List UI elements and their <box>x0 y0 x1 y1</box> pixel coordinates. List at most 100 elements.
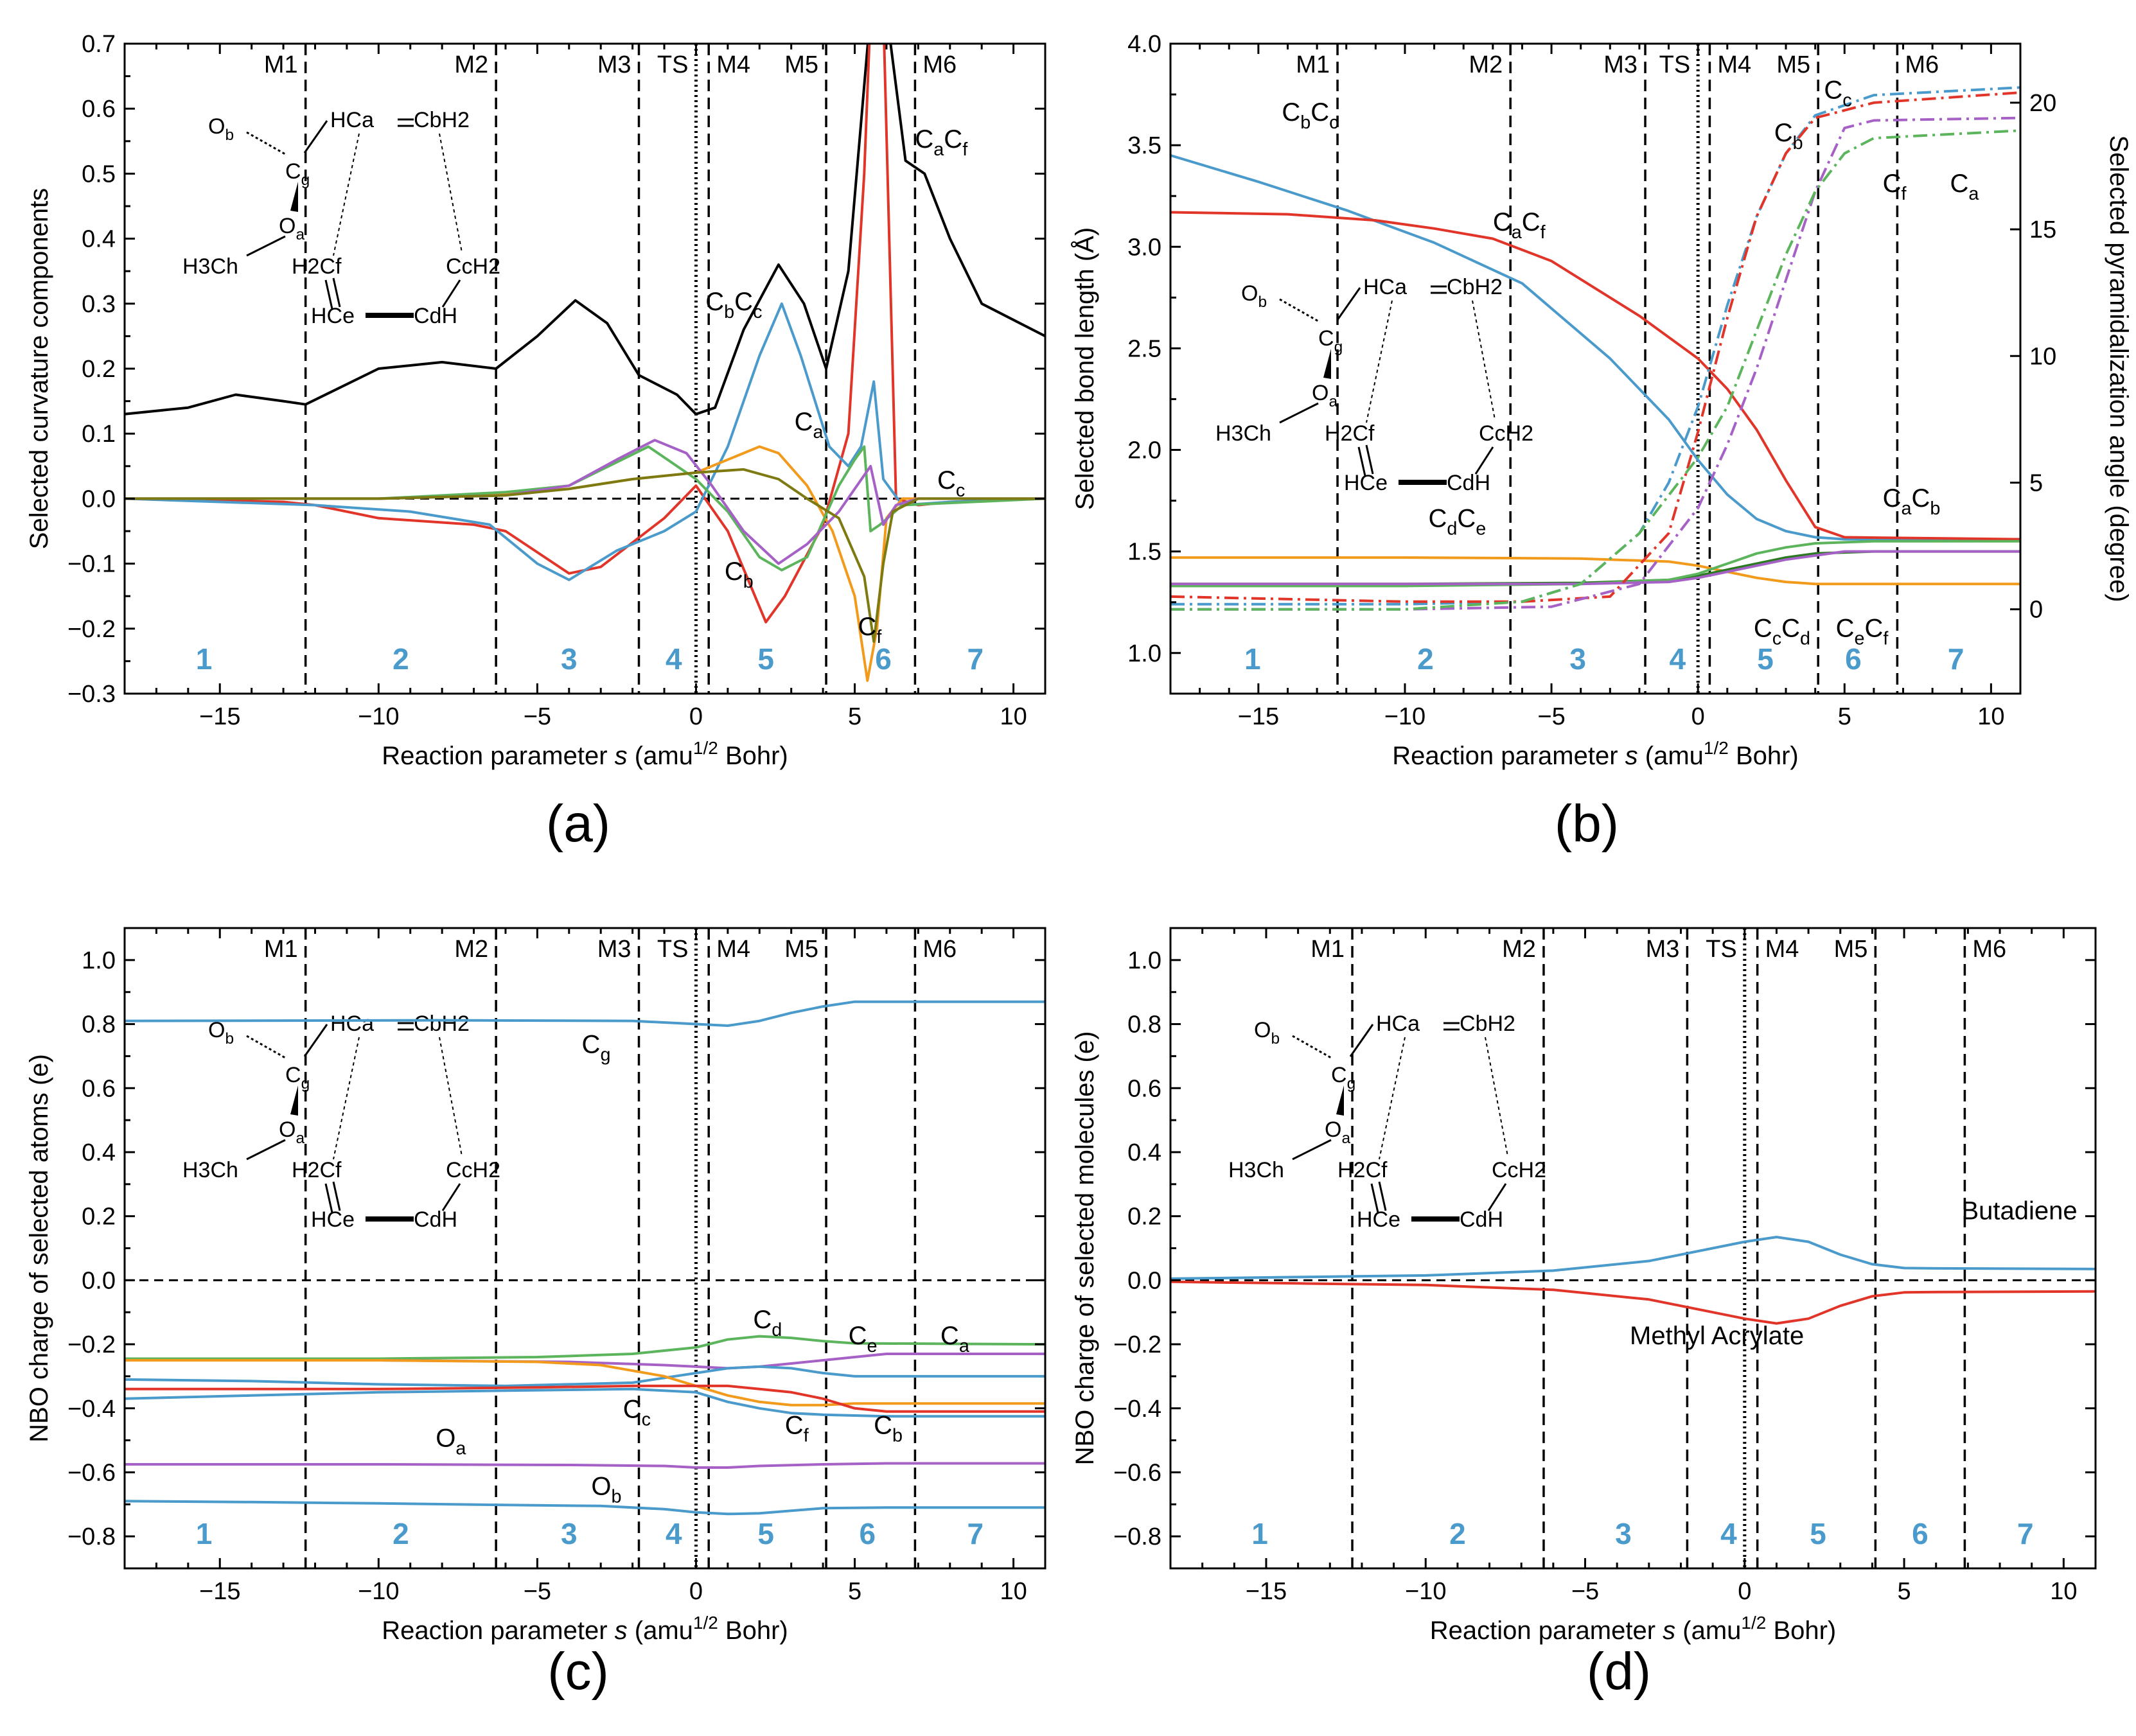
y-tick-label: −0.8 <box>1113 1523 1161 1550</box>
y-tick-label: 1.5 <box>1127 539 1161 566</box>
x-tick-label: 0 <box>689 703 703 730</box>
y-tick-label: 0.4 <box>82 226 116 253</box>
region-label-4: 4 <box>666 642 682 676</box>
y-tick-label: −0.4 <box>1113 1396 1161 1423</box>
region-label-5: 5 <box>1810 1517 1826 1550</box>
plot-frame <box>123 927 1046 1570</box>
region-label-3: 3 <box>1569 642 1586 676</box>
x-axis-label: Reaction parameter s (amu1/2 Bohr) <box>1430 1613 1837 1645</box>
mol-label-cdh: CdH <box>1460 1207 1503 1232</box>
marker-label-m4: M4 <box>1717 51 1751 78</box>
y-tick-label: 0.3 <box>82 291 116 318</box>
x-tick-label: 0 <box>1691 703 1705 730</box>
mol-label-hca: HCa <box>1363 275 1407 299</box>
mol-label-cdh: CdH <box>414 1207 457 1232</box>
series-line-oa <box>125 1462 1045 1469</box>
marker-label-m1: M1 <box>1296 51 1330 78</box>
mol-label-h3ch: H3Ch <box>1228 1158 1284 1182</box>
marker-label-m3: M3 <box>1646 936 1680 963</box>
marker-label-m6: M6 <box>1972 936 2006 963</box>
series-line-ca <box>1170 129 2020 611</box>
x-tick-label: 10 <box>1000 703 1027 730</box>
mol-label-cch2: CcH2 <box>446 254 500 279</box>
y2-tick-label: 5 <box>2029 469 2043 496</box>
marker-label-ts: TS <box>657 936 689 963</box>
mol-label-cch2: CcH2 <box>446 1158 500 1182</box>
annotation-butadiene: Butadiene <box>1961 1197 2077 1225</box>
marker-label-m5: M5 <box>1776 51 1810 78</box>
annotation-cbcc: Cb​Cc​ <box>1282 98 1338 133</box>
panel-label-c: (c) <box>547 1642 609 1701</box>
mol-label-ob: Ob​ <box>1254 1018 1280 1048</box>
plot-frame <box>123 42 1046 695</box>
series-line-butadiene <box>1170 1236 2096 1280</box>
marker-label-m1: M1 <box>264 936 298 963</box>
x-tick-label: −15 <box>199 1578 240 1605</box>
series-line-cacf <box>125 44 1045 624</box>
region-label-5: 5 <box>757 642 774 676</box>
series-line-ca <box>125 1365 1045 1387</box>
series-line-ca <box>125 445 1045 682</box>
mol-label-cch2: CcH2 <box>1479 421 1533 446</box>
mol-label-h3ch: H3Ch <box>1215 421 1271 446</box>
marker-label-m5: M5 <box>784 936 818 963</box>
x-tick-label: −15 <box>199 703 240 730</box>
y-tick-label: 0.7 <box>82 31 116 58</box>
region-label-6: 6 <box>1912 1517 1929 1550</box>
y-tick-label: −0.2 <box>67 1331 116 1358</box>
marker-label-ts: TS <box>1706 936 1737 963</box>
marker-label-m4: M4 <box>1765 936 1799 963</box>
marker-label-m2: M2 <box>454 936 488 963</box>
mol-label-ob: Ob​ <box>1241 281 1267 311</box>
marker-label-m1: M1 <box>1311 936 1345 963</box>
region-label-4: 4 <box>1720 1517 1737 1550</box>
annotation-cf: Cf​ <box>785 1412 809 1446</box>
y-tick-label: 0.2 <box>82 1204 116 1231</box>
annotation-cacb: Ca​Cb​ <box>1883 484 1941 519</box>
x-tick-label: 5 <box>1897 1578 1911 1605</box>
panel-label-b: (b) <box>1555 794 1619 853</box>
x-tick-label: 5 <box>1838 703 1851 730</box>
mol-label-cdh: CdH <box>1447 471 1490 495</box>
x-tick-label: −10 <box>358 1578 399 1605</box>
mol-label-h2cf: H2Cf <box>1325 421 1375 446</box>
region-label-1: 1 <box>196 1517 213 1550</box>
marker-label-m6: M6 <box>1905 51 1939 78</box>
panel-label-d: (d) <box>1587 1642 1651 1701</box>
x-tick-label: −15 <box>1246 1578 1287 1605</box>
series-line-cf <box>125 468 1045 643</box>
series-line-cc <box>125 1387 1045 1418</box>
annotation-ca: Ca​ <box>940 1322 970 1356</box>
y-tick-label: 1.0 <box>82 947 116 974</box>
y-tick-label: 0.2 <box>82 356 116 383</box>
series-line-ob <box>125 1500 1045 1516</box>
y-tick-label: −0.4 <box>67 1396 116 1423</box>
y-tick-label: 0.0 <box>82 1267 116 1294</box>
marker-label-m2: M2 <box>454 51 488 78</box>
marker-label-m5: M5 <box>1834 936 1868 963</box>
x-tick-label: 5 <box>848 1578 861 1605</box>
chart-panel-d: M1 M2 M3 TS M4 M5 M6 Ob​ HCa CbH2 Cg​ Oa​ H3Ch H2Cf Cc… <box>1071 927 2097 1701</box>
y-tick-label: −0.8 <box>67 1523 116 1550</box>
annotation-cb: Cb​ <box>725 557 754 592</box>
marker-label-m4: M4 <box>716 936 750 963</box>
annotation-methyl-acrylate: Methyl Acrylate <box>1630 1322 1804 1350</box>
marker-label-m3: M3 <box>597 51 631 78</box>
mol-label-oa: Oa​ <box>1312 381 1337 410</box>
series-line-cf <box>1170 116 2020 611</box>
x-tick-label: −10 <box>358 703 399 730</box>
x-tick-label: 0 <box>689 1578 703 1605</box>
mol-label-cbh2: CbH2 <box>1460 1012 1515 1036</box>
mol-label-hca: HCa <box>330 1012 374 1036</box>
x-tick-label: −5 <box>1571 1578 1599 1605</box>
x-tick-label: −10 <box>1384 703 1425 730</box>
annotation-ob: Ob​ <box>591 1472 621 1507</box>
chart-panel-c: M1 M2 M3 TS M4 M5 M6 Ob​ HCa CbH2 Cg​ Oa​ H3Ch H2Cf Cc… <box>25 927 1046 1701</box>
annotation-ce: Ce​ <box>849 1322 878 1356</box>
marker-label-m2: M2 <box>1469 51 1503 78</box>
chart-panel-b: M1 M2 M3 TS M4 M5 M6 Ob​ HCa CbH2 Cg​ Oa​ H3Ch H2Cf Cc… <box>1070 31 2133 853</box>
region-label-1: 1 <box>1244 642 1261 676</box>
panel-label-a: (a) <box>546 794 610 853</box>
